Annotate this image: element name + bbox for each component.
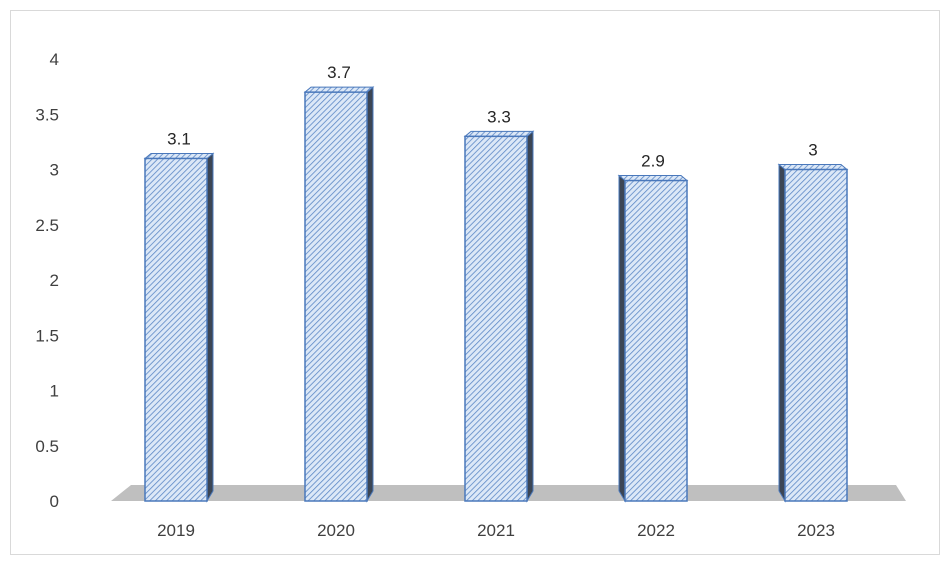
x-tick-label: 2021 [477,521,515,540]
bar-side [526,130,534,503]
y-tick-label: 2.5 [35,216,59,235]
bar-side [618,174,626,503]
chart-frame: 0 0.5 1 1.5 2 2.5 3 3.5 4 2019 2020 2021 2022 2023 3… [10,10,940,555]
x-tick-label: 2023 [797,521,835,540]
bar-side [206,152,214,503]
y-tick-label: 0 [50,492,59,511]
bar-chart: 0 0.5 1 1.5 2 2.5 3 3.5 4 2019 2020 2021 2022 2023 3… [35,50,906,540]
x-tick-label: 2019 [157,521,195,540]
bar-front [784,168,848,502]
y-tick-label: 4 [50,50,59,69]
y-tick-label: 1.5 [35,326,59,345]
data-label: 3 [808,141,817,160]
bar-top [303,86,375,93]
y-tick-label: 3 [50,161,59,180]
data-label: 2.9 [641,152,665,171]
bar [463,130,535,503]
bars-group [143,86,849,503]
y-tick-label: 3.5 [35,105,59,124]
bar-side [778,163,786,503]
data-label: 3.3 [487,107,511,126]
bar-front [624,179,688,502]
bar-front [144,157,208,502]
y-tick-label: 1 [50,382,59,401]
bar-side [366,86,374,503]
bar-front [464,135,528,502]
bar [303,86,375,503]
y-tick-label: 2 [50,271,59,290]
x-tick-label: 2022 [637,521,675,540]
y-tick-label: 0.5 [35,437,59,456]
x-axis-ticks: 2019 2020 2021 2022 2023 [157,521,835,540]
bar [143,152,215,503]
data-label: 3.7 [327,63,351,82]
data-label: 3.1 [167,129,191,148]
bar [617,174,689,503]
bar [777,163,849,503]
bar-front [304,91,368,502]
bar-top [617,175,689,182]
y-axis-ticks: 0 0.5 1 1.5 2 2.5 3 3.5 4 [35,50,59,511]
data-labels-group: 3.1 3.7 3.3 2.9 3 [167,63,818,170]
x-tick-label: 2020 [317,521,355,540]
